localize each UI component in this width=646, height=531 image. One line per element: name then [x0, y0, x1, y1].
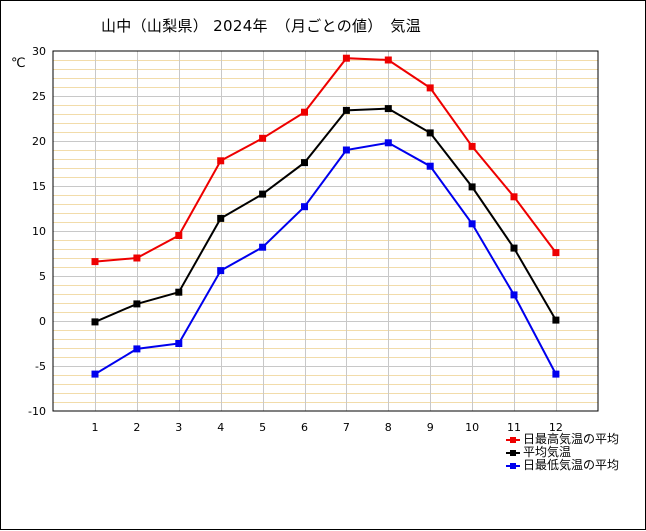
- x-axis-ticks: 1 2 3 4 5 6 7 8 9 10 11 12: [92, 421, 563, 434]
- series: [91, 54, 560, 266]
- x-tick-label: 10: [465, 421, 479, 434]
- legend-label: 平均気温: [523, 445, 572, 459]
- data-point: [468, 183, 476, 191]
- x-tick-label: 7: [343, 421, 350, 434]
- data-point: [175, 232, 183, 239]
- data-point: [217, 267, 225, 275]
- data-point: [342, 106, 350, 114]
- data-point: [133, 300, 141, 308]
- data-point: [259, 243, 267, 251]
- y-tick-label: 15: [32, 180, 46, 193]
- y-tick-label: -10: [28, 405, 46, 418]
- major-gridlines: [53, 51, 598, 411]
- legend-swatch: [506, 433, 520, 446]
- legend-item: 日最高気温の平均: [506, 433, 619, 446]
- y-tick-label: 20: [32, 135, 46, 148]
- data-point: [91, 258, 99, 266]
- series: [91, 105, 560, 326]
- x-tick-label: 11: [507, 421, 521, 434]
- data-point: [217, 214, 225, 222]
- legend-label: 日最高気温の平均: [523, 432, 620, 446]
- legend-item: 平均気温: [506, 446, 619, 459]
- data-point: [468, 220, 476, 228]
- data-point: [259, 190, 267, 198]
- series-line: [94, 107, 557, 323]
- legend-swatch: [506, 446, 520, 459]
- data-point: [510, 291, 518, 299]
- y-tick-label: -5: [35, 360, 46, 373]
- data-point: [175, 340, 183, 347]
- x-tick-label: 8: [385, 421, 392, 434]
- x-tick-label: 1: [92, 421, 99, 434]
- y-tick-label: 5: [39, 270, 46, 283]
- y-tick-label: 30: [32, 45, 46, 58]
- y-tick-label: 0: [39, 315, 46, 328]
- legend-item: 日最低気温の平均: [506, 459, 619, 472]
- data-point: [510, 193, 518, 201]
- plot-area: [52, 50, 599, 412]
- x-tick-label: 5: [259, 421, 266, 434]
- y-tick-label: 10: [32, 225, 46, 238]
- chart-title: 山中（山梨県） 2024年 （月ごとの値） 気温: [101, 17, 421, 35]
- legend-swatch: [506, 459, 520, 472]
- y-axis-ticks: -10 -5 0 5 10 15 20 25 30: [28, 45, 46, 418]
- data-point: [175, 288, 183, 296]
- y-tick-label: 25: [32, 90, 46, 103]
- x-tick-label: 9: [427, 421, 434, 434]
- data-point: [301, 159, 308, 167]
- data-point: [552, 249, 560, 257]
- data-point: [384, 105, 392, 113]
- legend-label: 日最低気温の平均: [523, 458, 620, 472]
- data-point: [552, 370, 560, 378]
- data-point: [91, 370, 99, 378]
- data-point: [552, 316, 560, 324]
- data-point: [468, 142, 476, 150]
- data-point: [133, 254, 141, 262]
- data-point: [91, 318, 99, 326]
- data-point: [426, 84, 434, 92]
- data-point: [217, 157, 225, 165]
- x-tick-label: 3: [175, 421, 182, 434]
- series: [91, 139, 560, 378]
- data-point: [133, 345, 141, 353]
- data-point: [426, 162, 434, 170]
- data-point: [426, 129, 434, 137]
- x-tick-label: 12: [549, 421, 563, 434]
- series-layer: [91, 54, 560, 378]
- series-line: [94, 141, 557, 375]
- x-tick-label: 6: [301, 421, 308, 434]
- data-point: [510, 244, 518, 252]
- series-line: [94, 57, 557, 263]
- x-tick-label: 2: [133, 421, 140, 434]
- data-point: [384, 139, 392, 147]
- data-point: [342, 146, 350, 154]
- x-tick-label: 4: [217, 421, 224, 434]
- data-point: [342, 54, 350, 62]
- legend: 日最高気温の平均 平均気温 日最低気温の平均: [506, 433, 619, 472]
- data-point: [384, 56, 392, 64]
- minor-gridlines: [53, 60, 598, 403]
- data-point: [301, 108, 308, 116]
- data-point: [301, 203, 308, 211]
- y-axis-unit: ℃: [11, 56, 26, 71]
- data-point: [259, 134, 267, 142]
